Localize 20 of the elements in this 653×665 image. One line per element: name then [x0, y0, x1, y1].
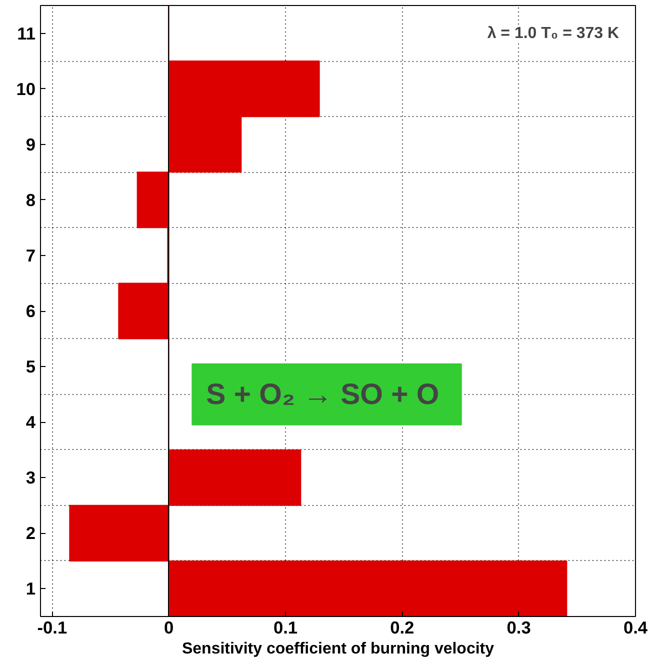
annotation: λ = 1.0 T₀ = 373 K: [487, 24, 620, 42]
y-tick-label: 10: [16, 78, 36, 99]
y-tick-label: 5: [26, 356, 36, 377]
y-tick-label: 3: [26, 468, 36, 488]
y-tick-label: 1: [26, 578, 36, 599]
y-tick-label: 11: [17, 23, 36, 44]
annotation: S + O₂ → SO + O: [206, 378, 440, 411]
y-tick-label: 2: [26, 523, 36, 544]
x-tick-label: 0.4: [623, 618, 648, 638]
x-tick-label: 0.3: [506, 618, 532, 638]
x-tick-label: 0.2: [390, 618, 414, 638]
y-tick-label: 4: [26, 412, 36, 432]
y-tick-label: 6: [26, 301, 36, 321]
y-tick-label: 7: [26, 245, 36, 266]
y-tick-label: 8: [26, 190, 36, 210]
x-tick-label: 0.1: [273, 618, 298, 638]
x-axis-title: Sensitivity coefficient of burning velocity: [182, 640, 494, 658]
x-tick-label: 0: [164, 618, 174, 638]
y-tick-label: 9: [26, 134, 36, 154]
x-tick-label: -0.1: [37, 618, 68, 638]
